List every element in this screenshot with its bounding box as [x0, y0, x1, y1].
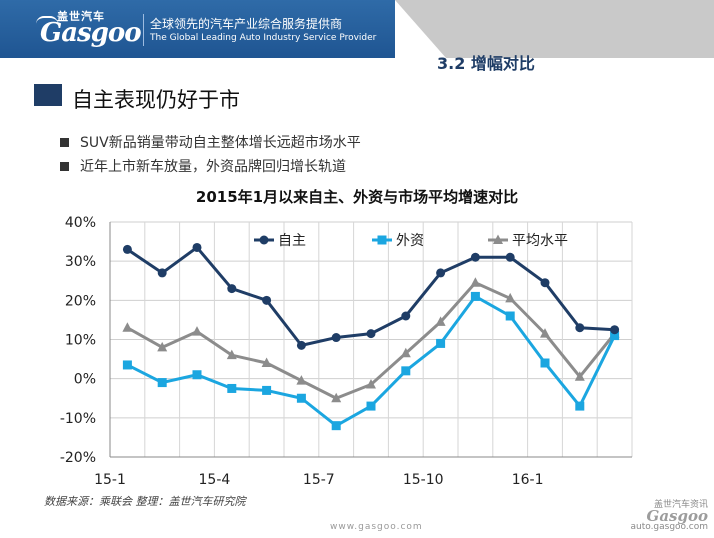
chart-title: 2015年1月以来自主、外资与市场平均增速对比 [196, 188, 518, 206]
header-divider [143, 14, 144, 46]
data-point-triangle [122, 322, 133, 332]
square-bullet-icon [60, 161, 69, 171]
data-point-square [227, 383, 237, 393]
data-point-triangle [157, 341, 168, 352]
data-point-square [540, 358, 550, 368]
data-point-square [610, 331, 620, 341]
title-square-marker [34, 84, 62, 106]
data-point-triangle [493, 234, 503, 244]
data-point-square [436, 338, 446, 348]
legend-label: 平均水平 [512, 233, 568, 249]
x-tick-label: 15-4 [199, 472, 231, 488]
data-point-circle [122, 244, 132, 254]
data-point-triangle [192, 326, 202, 336]
data-point-circle [470, 252, 480, 262]
data-point-circle [540, 278, 550, 288]
y-tick-label: 40% [65, 215, 96, 231]
watermark-url: auto.gasgoo.com [630, 522, 708, 532]
y-tick-label: -20% [60, 450, 96, 466]
data-point-triangle [505, 292, 516, 303]
data-point-triangle [226, 349, 237, 360]
data-point-circle [262, 295, 272, 305]
data-point-triangle [366, 379, 376, 389]
section-label: 3.2 增幅对比 [437, 54, 535, 73]
car-roof-logo-icon [36, 16, 58, 24]
legend-label: 外资 [396, 233, 424, 249]
data-point-circle [331, 333, 341, 343]
y-tick-label: 0% [74, 372, 96, 388]
bullet-item: SUV新品销量带动自主整体增长远超市场水平 [60, 130, 361, 154]
data-point-circle [157, 268, 167, 278]
y-tick-label: 30% [65, 254, 96, 270]
data-point-square [401, 366, 411, 376]
y-tick-label: 10% [65, 333, 96, 349]
tagline-english: The Global Leading Auto Industry Service… [150, 33, 377, 43]
legend-label: 自主 [278, 233, 306, 249]
data-point-square [122, 360, 132, 370]
bullet-text: SUV新品销量带动自主整体增长远超市场水平 [80, 135, 361, 151]
data-point-square [157, 378, 167, 388]
bullet-list: SUV新品销量带动自主整体增长远超市场水平 近年上市新车放量，外资品牌回归增长轨… [60, 130, 361, 178]
data-point-circle [192, 242, 202, 252]
y-tick-label: 20% [65, 293, 96, 309]
data-point-triangle [331, 392, 342, 403]
data-point-circle [366, 329, 376, 339]
legend-item: 平均水平 [488, 233, 568, 249]
data-point-square [470, 291, 480, 301]
chart-grid [109, 221, 633, 458]
data-point-triangle [470, 277, 481, 287]
data-point-circle [259, 235, 269, 245]
x-tick-label: 16-1 [512, 472, 544, 488]
data-point-triangle [435, 316, 446, 326]
logo-chinese: 盖世汽车 [57, 10, 105, 23]
data-point-square [377, 235, 387, 245]
data-point-triangle [540, 328, 550, 338]
legend-item: 外资 [372, 233, 424, 249]
data-point-triangle [296, 375, 307, 385]
data-point-circle [401, 311, 411, 321]
data-point-square [505, 311, 515, 321]
data-point-circle [436, 268, 446, 278]
series-waizi [122, 291, 620, 431]
header-grey-band [395, 0, 714, 58]
axis-labels: -20% -10% 0% 10% 20% 30% 40% 15-1 15-4 15-7 15-10 1… [60, 215, 544, 488]
watermark-logo: Gasgoo [646, 507, 708, 525]
x-tick-label: 15-1 [94, 472, 126, 488]
data-point-circle [227, 284, 237, 294]
data-point-square [262, 385, 272, 395]
data-point-circle [610, 325, 620, 335]
series-average [122, 277, 620, 403]
data-point-square [296, 393, 306, 403]
data-source-note: 数据来源：乘联会 整理：盖世汽车研究院 [44, 495, 246, 508]
x-tick-label: 15-10 [403, 472, 444, 488]
data-point-square [192, 370, 202, 380]
watermark-chinese: 盖世汽车资讯 [653, 500, 708, 510]
bullet-text: 近年上市新车放量，外资品牌回归增长轨道 [80, 159, 346, 175]
header-bar: 盖世汽车 Gasgoo 全球领先的汽车产业综合服务提供商 The Global … [0, 0, 714, 72]
data-point-square [575, 401, 585, 411]
data-point-square [331, 421, 341, 431]
chart-legend: 自主 外资 平均水平 [254, 233, 568, 249]
watermark: 盖世汽车资讯 Gasgoo auto.gasgoo.com [604, 500, 708, 536]
data-point-circle [296, 340, 306, 350]
series-layer [122, 242, 620, 431]
y-tick-label: -10% [60, 411, 96, 427]
data-point-triangle [400, 347, 411, 358]
gasgoo-logo[interactable]: Gasgoo [40, 18, 142, 48]
tagline-chinese: 全球领先的汽车产业综合服务提供商 [150, 17, 343, 31]
bullet-item: 近年上市新车放量，外资品牌回归增长轨道 [60, 154, 361, 178]
data-point-circle [505, 252, 515, 262]
series-zizhu [122, 242, 620, 350]
footer-url[interactable]: www.gasgoo.com [330, 522, 423, 532]
data-point-triangle [574, 371, 585, 381]
data-point-circle [575, 323, 585, 333]
legend-item: 自主 [254, 233, 306, 249]
growth-line-chart: 2015年1月以来自主、外资与市场平均增速对比 -20% -10% 0% 10% 20%… [60, 188, 633, 488]
data-point-square [366, 401, 376, 411]
square-bullet-icon [60, 137, 69, 147]
slide-title: 自主表现仍好于市 [72, 88, 240, 112]
data-point-triangle [261, 357, 272, 367]
header-blue-band [0, 0, 395, 58]
x-tick-label: 15-7 [303, 472, 335, 488]
